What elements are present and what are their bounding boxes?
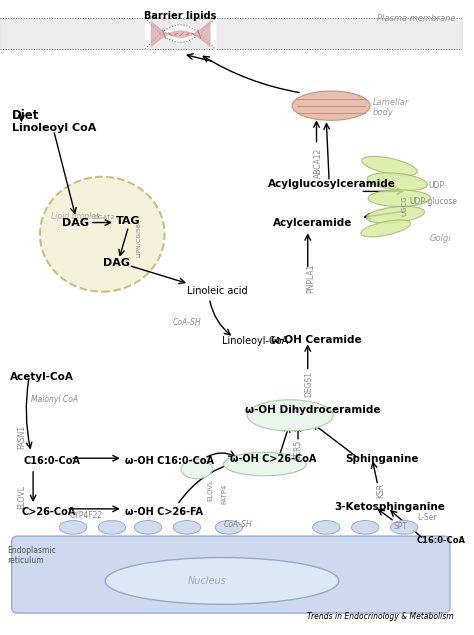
Text: Linoleoyl CoA: Linoleoyl CoA: [12, 123, 96, 133]
Ellipse shape: [361, 220, 410, 237]
Text: 3-Ketosphinganine: 3-Ketosphinganine: [334, 502, 445, 512]
Text: UDP: UDP: [428, 181, 445, 190]
Ellipse shape: [292, 91, 370, 120]
Text: C16:0-CoA: C16:0-CoA: [417, 536, 466, 545]
Text: SPT: SPT: [393, 521, 408, 530]
Text: ELOVL: ELOVL: [18, 486, 27, 509]
Ellipse shape: [181, 459, 212, 479]
Text: Plasma membrane: Plasma membrane: [377, 14, 456, 23]
Text: Trends in Endocrinology & Metabolism: Trends in Endocrinology & Metabolism: [307, 612, 454, 621]
Text: ω-OH C>26-CoA: ω-OH C>26-CoA: [230, 454, 316, 464]
Ellipse shape: [367, 173, 428, 190]
Text: ω-OH C16:0-CoA: ω-OH C16:0-CoA: [125, 457, 214, 466]
FancyBboxPatch shape: [12, 536, 450, 613]
Text: Malonyl CoA: Malonyl CoA: [31, 395, 78, 404]
Text: Acylglucosylceramide: Acylglucosylceramide: [268, 178, 396, 189]
Ellipse shape: [215, 521, 243, 534]
Text: KSR: KSR: [376, 483, 385, 498]
Text: CYP4F22: CYP4F22: [70, 511, 103, 520]
Ellipse shape: [247, 400, 333, 431]
Text: C16:0-CoA: C16:0-CoA: [23, 457, 80, 466]
Text: Barrier lipids: Barrier lipids: [144, 11, 216, 21]
Ellipse shape: [368, 190, 430, 206]
Text: DEGS1: DEGS1: [304, 371, 313, 397]
Text: ω-OH C>26-FA: ω-OH C>26-FA: [125, 507, 203, 517]
Text: ABCA12: ABCA12: [314, 147, 323, 178]
Text: FASN1: FASN1: [18, 425, 27, 449]
Text: CER5: CER5: [293, 439, 302, 460]
Text: Sphinganine: Sphinganine: [346, 454, 419, 464]
Ellipse shape: [135, 521, 162, 534]
Text: Golgi: Golgi: [430, 234, 452, 243]
Text: Lipid droplet: Lipid droplet: [51, 212, 99, 221]
Ellipse shape: [362, 156, 417, 176]
Ellipse shape: [105, 558, 339, 605]
Text: C>26-CoA: C>26-CoA: [21, 507, 76, 517]
Text: Endoplasmic
reticulum: Endoplasmic reticulum: [7, 546, 55, 565]
Text: L-Ser: L-Ser: [417, 512, 436, 522]
Ellipse shape: [391, 521, 418, 534]
Ellipse shape: [99, 521, 126, 534]
Ellipse shape: [173, 521, 201, 534]
Ellipse shape: [59, 521, 87, 534]
Text: LIPN/CGI58: LIPN/CGI58: [137, 223, 141, 257]
Text: Acylceramide: Acylceramide: [273, 218, 352, 228]
Ellipse shape: [352, 521, 379, 534]
Text: Linoleic acid: Linoleic acid: [187, 286, 247, 296]
Text: FATP4: FATP4: [221, 483, 227, 504]
Text: Linoleoyl-CoA: Linoleoyl-CoA: [222, 337, 288, 347]
Text: CoA-SH: CoA-SH: [173, 318, 201, 327]
Text: DAG: DAG: [63, 218, 90, 227]
Ellipse shape: [224, 452, 306, 476]
Text: ELOVL: ELOVL: [208, 479, 213, 500]
Ellipse shape: [40, 177, 164, 291]
Text: Diet: Diet: [12, 109, 39, 122]
Ellipse shape: [366, 206, 424, 223]
Text: CoA-SH: CoA-SH: [224, 519, 253, 528]
Text: DGAT2: DGAT2: [93, 215, 115, 220]
Text: TAG: TAG: [116, 216, 141, 225]
Ellipse shape: [313, 521, 340, 534]
Text: ω-OH Dihydroceramide: ω-OH Dihydroceramide: [246, 404, 381, 415]
Text: ω-OH Ceramide: ω-OH Ceramide: [271, 335, 361, 345]
Text: UDP-glucose: UDP-glucose: [409, 197, 457, 206]
Text: Lamellar
body: Lamellar body: [373, 98, 410, 117]
Text: PNPLA1: PNPLA1: [306, 264, 315, 293]
Text: DAG: DAG: [103, 258, 130, 269]
Text: Nucleus: Nucleus: [188, 576, 227, 586]
Text: Acetyl-CoA: Acetyl-CoA: [10, 371, 73, 382]
Text: UGCG: UGCG: [401, 196, 407, 216]
